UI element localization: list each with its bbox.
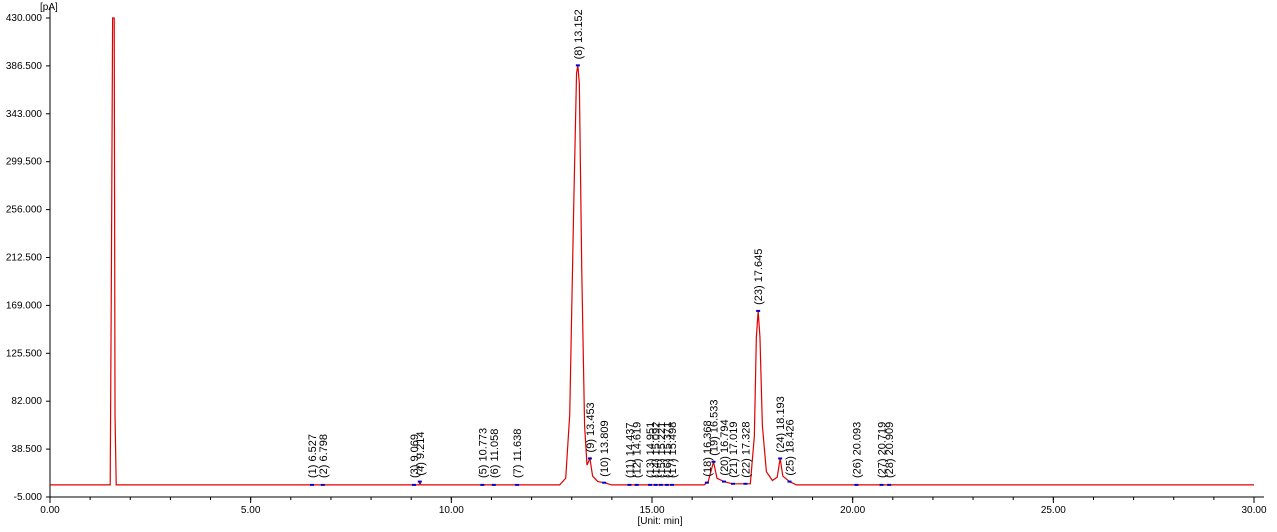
peak-label: (18) 16.368 [702, 420, 714, 476]
peak-label: (26) 20.093 [851, 422, 863, 478]
peak-label: (5) 10.773 [477, 428, 489, 478]
peak-label: (19) 16.533 [709, 399, 721, 455]
x-tick-label: 15.00 [639, 505, 664, 516]
y-tick-label: 430.000 [6, 13, 43, 24]
peak-label: (6) 11.058 [489, 429, 501, 478]
peak-label: (23) 17.645 [753, 249, 765, 305]
peak-label: (24) 18.193 [775, 396, 787, 452]
peak-label: (15) 15.221 [656, 422, 668, 478]
peak-label: (16) 15.371 [662, 422, 674, 478]
y-tick-label: -5.000 [14, 492, 43, 503]
peak-label: (21) 17.019 [728, 422, 740, 478]
peak-label: (10) 13.809 [599, 420, 611, 476]
y-tick-label: 212.500 [6, 253, 43, 264]
peak-label: (8) 13.152 [573, 9, 585, 59]
peak-label: (2) 6.798 [318, 434, 330, 478]
y-tick-label: 82.000 [11, 396, 42, 407]
peak-label: (25) 18.426 [784, 419, 796, 475]
peak-label: (11) 14.437 [624, 423, 636, 478]
peak-label: (14) 15.092 [651, 422, 663, 478]
peak-label: (28) 20.909 [884, 422, 896, 478]
peak-label: (13) 14.951 [645, 422, 657, 478]
x-tick-label: 25.00 [1041, 505, 1066, 516]
y-axis-label: [pA] [40, 2, 58, 13]
peak-label: (7) 11.638 [512, 429, 524, 478]
y-tick-label: 169.000 [6, 300, 43, 311]
x-tick-label: 5.00 [241, 505, 261, 516]
peak-label: (22) 17.328 [740, 422, 752, 478]
y-tick-label: 125.500 [6, 348, 43, 359]
peak-label: (1) 6.527 [307, 434, 319, 478]
peak-label: (17) 15.498 [667, 422, 679, 478]
peak-label: (12) 14.619 [632, 422, 644, 478]
y-tick-label: 386.500 [6, 61, 43, 72]
x-axis-label: [Unit: min] [637, 516, 682, 527]
peak-label: (3) 9.069 [409, 434, 421, 478]
peak-label: (27) 20.719 [877, 422, 889, 478]
x-tick-label: 30.00 [1241, 505, 1266, 516]
y-tick-label: 256.000 [6, 205, 43, 216]
x-tick-label: 10.00 [439, 505, 464, 516]
x-tick-label: 20.00 [840, 505, 865, 516]
y-tick-label: 299.500 [6, 157, 43, 168]
y-tick-label: 343.000 [6, 109, 43, 120]
peak-label: (9) 13.453 [585, 402, 597, 452]
peak-label: (20) 16.794 [719, 419, 731, 475]
trace [50, 17, 1254, 486]
x-tick-label: 0.00 [40, 505, 60, 516]
peak-label: (4) 9.214 [415, 432, 427, 476]
y-tick-label: 38.500 [11, 444, 42, 455]
